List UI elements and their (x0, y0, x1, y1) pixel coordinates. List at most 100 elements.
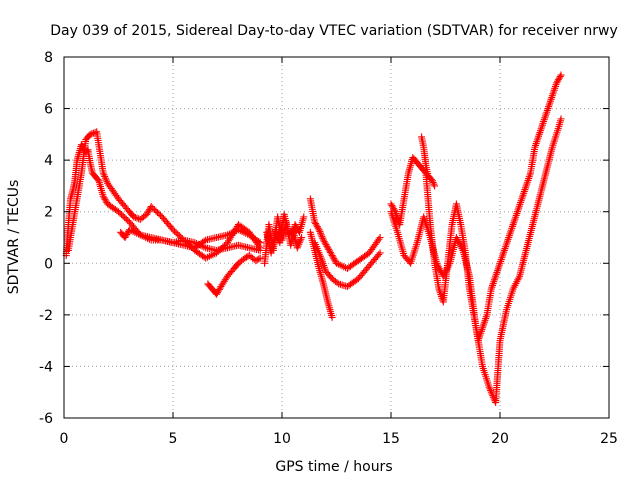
data-point (505, 234, 513, 241)
data-point (175, 232, 183, 240)
data-point (147, 203, 155, 211)
data-point (494, 265, 502, 273)
data-point (99, 169, 107, 177)
data-point (329, 253, 337, 261)
data-point (324, 244, 332, 252)
data-point (174, 230, 182, 238)
data-point (327, 250, 335, 258)
data-point (144, 209, 152, 217)
data-point (121, 214, 129, 222)
data-point (376, 249, 384, 257)
data-point (521, 186, 529, 194)
data-point (328, 252, 336, 260)
data-point (518, 195, 526, 203)
data-point (213, 290, 221, 298)
data-point (153, 208, 161, 216)
data-point (213, 289, 221, 297)
x-tick-label: 0 (60, 431, 69, 447)
data-point (300, 213, 308, 221)
data-point (517, 199, 525, 207)
data-point (115, 208, 122, 216)
x-tick-label: 15 (382, 431, 400, 447)
data-point (318, 233, 326, 241)
data-point (500, 246, 508, 254)
data-point (94, 175, 102, 183)
y-tick-label: 8 (44, 50, 53, 66)
data-point (479, 324, 487, 332)
y-tick-label: -4 (39, 359, 53, 375)
data-point (171, 227, 179, 235)
data-point (145, 207, 153, 215)
data-point (480, 318, 488, 326)
data-point (102, 197, 110, 205)
data-point (548, 92, 556, 100)
y-tick-label: -2 (39, 308, 53, 324)
data-point (540, 116, 548, 124)
data-point (535, 130, 543, 138)
y-tick-label: 2 (44, 205, 53, 221)
data-point (492, 270, 500, 278)
data-point (533, 138, 541, 146)
data-point (326, 248, 334, 256)
data-point (315, 226, 323, 234)
y-axis-label: SDTVAR / TECUs (6, 180, 22, 295)
y-tick-label: 6 (44, 102, 53, 118)
data-point (546, 99, 554, 107)
data-point (130, 213, 138, 221)
data-point (214, 287, 222, 295)
data-point (124, 229, 132, 237)
data-point (376, 234, 384, 241)
data-point (546, 97, 554, 105)
data-point (102, 176, 110, 184)
data-point (430, 180, 438, 188)
data-point (482, 315, 490, 323)
data-point (532, 141, 540, 149)
data-point (122, 232, 130, 240)
y-tick-label: 4 (44, 153, 53, 169)
data-point (489, 280, 497, 288)
data-point (291, 221, 299, 229)
data-point (101, 172, 109, 180)
data-point (526, 171, 534, 179)
data-point (328, 313, 336, 321)
x-tick-labels: 0 5 10 15 20 25 (60, 431, 618, 447)
data-point (295, 239, 303, 247)
data-point (543, 108, 551, 116)
data-point (503, 239, 511, 247)
data-point (314, 224, 322, 232)
data-point (169, 226, 177, 234)
data-point (532, 140, 540, 148)
axis-ticks (63, 56, 610, 419)
data-point (297, 235, 305, 243)
data-point (549, 90, 557, 98)
data-point (533, 136, 541, 144)
data-point (312, 220, 320, 228)
data-point (516, 200, 524, 208)
data-point (255, 255, 263, 263)
data-point (553, 79, 561, 87)
data-point (525, 173, 533, 181)
data-point (541, 114, 549, 122)
data-point (298, 234, 306, 241)
data-point (388, 202, 396, 210)
data-point (241, 254, 249, 262)
data-point (511, 215, 519, 223)
data-point (518, 193, 526, 201)
data-point (513, 210, 521, 218)
data-point (319, 234, 327, 242)
data-point (317, 231, 325, 239)
data-point (155, 210, 163, 218)
data-point (523, 178, 531, 186)
data-point (320, 238, 328, 246)
data-point (485, 383, 493, 391)
data-point (89, 129, 97, 137)
data-point (555, 74, 563, 82)
data-point (321, 239, 329, 247)
data-point (492, 272, 500, 280)
data-point (168, 224, 176, 232)
data-point (489, 281, 497, 289)
data-point (331, 256, 339, 264)
data-point (557, 115, 565, 123)
data-point (547, 95, 555, 103)
data-point (510, 217, 518, 225)
